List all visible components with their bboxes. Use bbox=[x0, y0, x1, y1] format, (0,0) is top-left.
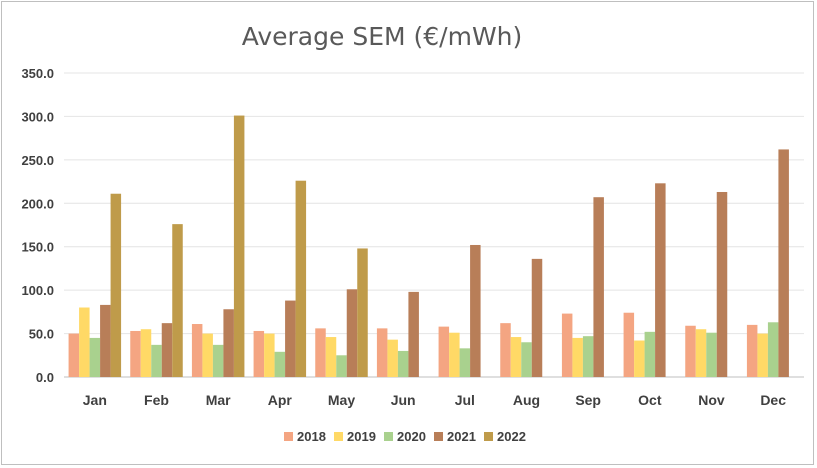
legend-item: 2019 bbox=[334, 429, 376, 444]
legend-swatch bbox=[334, 432, 343, 441]
bar bbox=[68, 333, 80, 377]
bar bbox=[438, 326, 450, 377]
y-tick-label: 50.0 bbox=[29, 327, 54, 342]
bar bbox=[561, 313, 573, 377]
bar bbox=[212, 344, 224, 377]
bar bbox=[376, 328, 388, 377]
x-axis: Jan Feb Mar Apr May Jun Jul Aug Sep Oct Nov Dec bbox=[83, 392, 786, 408]
bar bbox=[746, 324, 758, 377]
x-tick-label: Sep bbox=[575, 392, 601, 408]
bar bbox=[449, 332, 460, 377]
legend-label: 2019 bbox=[347, 429, 376, 444]
bar bbox=[623, 312, 635, 377]
x-tick-label: Nov bbox=[698, 392, 725, 408]
bar bbox=[151, 344, 162, 377]
bar bbox=[500, 323, 511, 377]
bar bbox=[706, 332, 717, 377]
bar bbox=[315, 328, 326, 377]
x-tick-label: Jul bbox=[455, 392, 475, 408]
bar bbox=[161, 323, 173, 377]
bar bbox=[295, 180, 307, 377]
x-tick-label: Jun bbox=[391, 392, 416, 408]
bar bbox=[655, 183, 666, 377]
bar bbox=[89, 337, 101, 377]
legend-label: 2020 bbox=[397, 429, 426, 444]
legend-swatch bbox=[484, 432, 493, 441]
bar bbox=[140, 329, 152, 377]
legend-label: 2021 bbox=[447, 429, 476, 444]
chart-title: Average SEM (€/mWh) bbox=[242, 22, 523, 51]
bar bbox=[253, 330, 265, 377]
bar bbox=[264, 333, 275, 377]
bar bbox=[521, 342, 532, 377]
y-tick-label: 150.0 bbox=[21, 240, 54, 255]
bar bbox=[695, 329, 707, 377]
legend: 2018 2019 2020 2021 2022 bbox=[284, 429, 526, 444]
legend-swatch bbox=[284, 432, 293, 441]
bar bbox=[716, 191, 728, 377]
x-tick-label: Dec bbox=[760, 392, 786, 408]
bar bbox=[130, 330, 141, 377]
x-tick-label: Apr bbox=[268, 392, 293, 408]
legend-swatch bbox=[384, 432, 393, 441]
bar bbox=[325, 337, 337, 377]
y-tick-label: 350.0 bbox=[21, 66, 54, 81]
bar bbox=[387, 339, 398, 377]
legend-item: 2020 bbox=[384, 429, 426, 444]
x-tick-label: May bbox=[328, 392, 355, 408]
bar bbox=[531, 258, 543, 377]
bar bbox=[357, 248, 368, 377]
y-tick-label: 300.0 bbox=[21, 109, 54, 124]
bar bbox=[172, 224, 183, 377]
bar bbox=[100, 304, 111, 377]
bar bbox=[459, 348, 471, 377]
bar bbox=[191, 324, 203, 377]
bar bbox=[644, 331, 656, 377]
bar bbox=[470, 244, 481, 377]
bar bbox=[767, 322, 779, 377]
bar bbox=[757, 333, 768, 377]
x-tick-label: Aug bbox=[513, 392, 540, 408]
x-tick-label: Mar bbox=[206, 392, 231, 408]
bar bbox=[634, 340, 645, 377]
bar bbox=[582, 336, 594, 377]
legend-item: 2021 bbox=[434, 429, 476, 444]
legend-label: 2022 bbox=[497, 429, 526, 444]
bar bbox=[397, 350, 409, 377]
bar bbox=[336, 355, 347, 377]
legend-label: 2018 bbox=[297, 429, 326, 444]
bar bbox=[202, 333, 213, 377]
x-tick-label: Jan bbox=[83, 392, 107, 408]
bar bbox=[223, 309, 234, 377]
grid-lines bbox=[64, 72, 804, 378]
y-tick-label: 100.0 bbox=[21, 283, 54, 298]
y-axis: 0.0 50.0 100.0 150.0 200.0 250.0 300.0 350.0 bbox=[21, 66, 54, 385]
y-tick-label: 200.0 bbox=[21, 196, 54, 211]
y-tick-label: 250.0 bbox=[21, 153, 54, 168]
legend-item: 2022 bbox=[484, 429, 526, 444]
bar bbox=[110, 193, 122, 377]
y-tick-label: 0.0 bbox=[36, 370, 54, 385]
x-tick-label: Feb bbox=[144, 392, 169, 408]
bar bbox=[778, 149, 789, 377]
bar bbox=[685, 325, 696, 377]
x-tick-label: Oct bbox=[638, 392, 662, 408]
bar bbox=[593, 197, 604, 377]
bar bbox=[274, 351, 286, 377]
legend-item: 2018 bbox=[284, 429, 326, 444]
bar bbox=[510, 337, 522, 377]
bar bbox=[285, 300, 296, 377]
bar bbox=[408, 291, 419, 377]
legend-swatch bbox=[434, 432, 443, 441]
bar bbox=[79, 307, 90, 377]
bar bbox=[346, 289, 358, 377]
bar bbox=[233, 115, 245, 377]
bars bbox=[68, 115, 789, 377]
bar bbox=[572, 337, 583, 377]
